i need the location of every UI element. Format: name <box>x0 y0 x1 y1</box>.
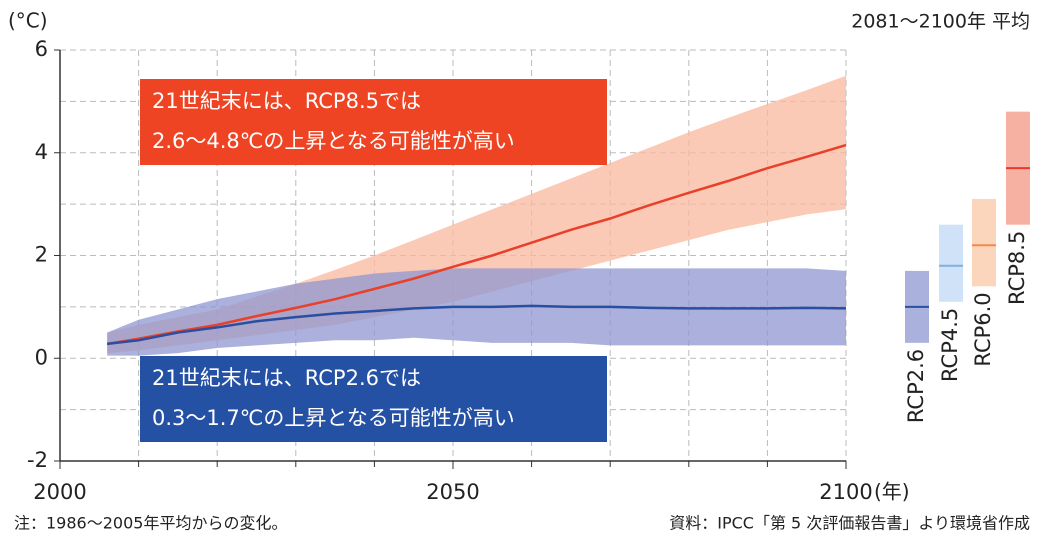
y-unit-label: (°C) <box>8 9 48 33</box>
x-tick-label: 2000 <box>33 480 86 504</box>
range-label: RCP4.5 <box>938 308 962 382</box>
annotation-text: 21世紀末には、RCP2.6では <box>152 366 421 390</box>
note: 注：1986〜2005年平均からの変化。 <box>14 514 287 533</box>
y-tick-label: 0 <box>35 345 48 369</box>
y-tick-label: 4 <box>35 140 48 164</box>
annotation-box <box>140 356 607 442</box>
annotation-text: 21世紀末には、RCP8.5では <box>152 89 421 113</box>
annotation-text: 2.6〜4.8℃の上昇となる可能性が高い <box>152 129 515 153</box>
x-tick-label: 2050 <box>426 480 479 504</box>
range-band <box>107 268 846 356</box>
annotation-text: 0.3〜1.7℃の上昇となる可能性が高い <box>152 406 515 430</box>
mean-line <box>106 143 847 346</box>
x-tick-label: 2100 <box>819 480 872 504</box>
annotation-box <box>140 79 607 165</box>
y-tick-label: -2 <box>27 448 48 472</box>
range-label: RCP6.0 <box>971 292 995 366</box>
source: 資料：IPCC「第 5 次評価報告書」より環境省作成 <box>669 514 1030 533</box>
period-label: 2081〜2100年 平均 <box>851 11 1030 33</box>
range-band <box>107 75 846 354</box>
mean-line <box>107 304 847 346</box>
y-tick-label: 2 <box>35 243 48 267</box>
y-tick-label: 6 <box>35 37 48 61</box>
range-box <box>972 198 996 287</box>
range-box <box>939 224 963 302</box>
range-label: RCP2.6 <box>904 349 928 423</box>
range-label: RCP8.5 <box>1005 231 1029 305</box>
x-unit-label: (年) <box>874 480 910 504</box>
